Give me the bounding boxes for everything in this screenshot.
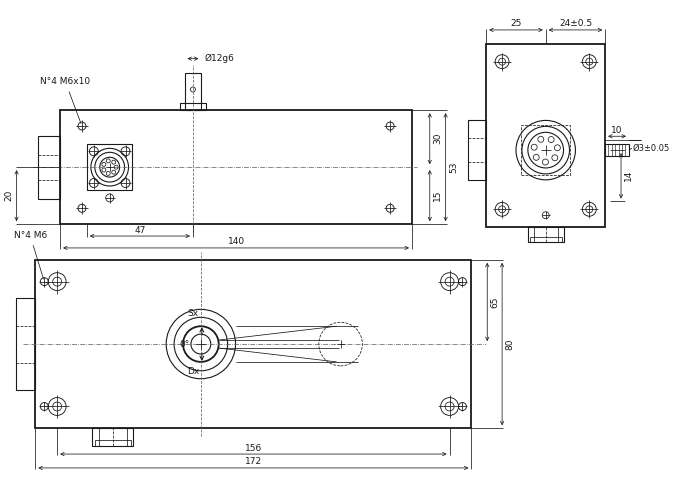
Text: 30: 30 bbox=[433, 133, 442, 145]
Bar bbox=[468, 120, 486, 180]
Text: 0°: 0° bbox=[179, 340, 189, 349]
Text: N°4 M6x10: N°4 M6x10 bbox=[40, 78, 90, 123]
Text: 47: 47 bbox=[134, 226, 146, 235]
Bar bbox=[92, 428, 134, 446]
Bar bbox=[39, 136, 60, 199]
Bar bbox=[530, 237, 561, 242]
Text: 65: 65 bbox=[491, 296, 500, 308]
Bar bbox=[87, 145, 132, 190]
Text: 24±0.5: 24±0.5 bbox=[559, 19, 592, 28]
Bar bbox=[605, 144, 629, 156]
Bar bbox=[521, 125, 570, 175]
Text: Dx: Dx bbox=[187, 367, 199, 376]
Text: 10: 10 bbox=[612, 126, 623, 135]
Bar bbox=[486, 44, 605, 227]
Text: 53: 53 bbox=[449, 161, 458, 173]
Bar bbox=[184, 72, 201, 110]
Text: Ø12g6: Ø12g6 bbox=[204, 54, 234, 63]
Text: Ø3±0.05: Ø3±0.05 bbox=[633, 144, 670, 153]
Bar bbox=[180, 103, 206, 110]
Text: 156: 156 bbox=[245, 443, 262, 453]
Bar bbox=[35, 260, 471, 428]
Bar bbox=[95, 440, 130, 446]
Text: 14: 14 bbox=[624, 170, 633, 182]
Text: 140: 140 bbox=[228, 238, 245, 246]
Bar bbox=[528, 227, 563, 242]
Text: 172: 172 bbox=[245, 457, 262, 467]
Text: 80: 80 bbox=[506, 338, 515, 350]
Text: 25: 25 bbox=[511, 19, 521, 28]
Bar bbox=[16, 298, 35, 390]
Bar bbox=[60, 110, 412, 224]
Text: N°4 M6: N°4 M6 bbox=[14, 231, 47, 279]
Text: 20: 20 bbox=[4, 190, 13, 201]
Text: 15: 15 bbox=[433, 190, 442, 201]
Text: Sx: Sx bbox=[187, 309, 198, 318]
